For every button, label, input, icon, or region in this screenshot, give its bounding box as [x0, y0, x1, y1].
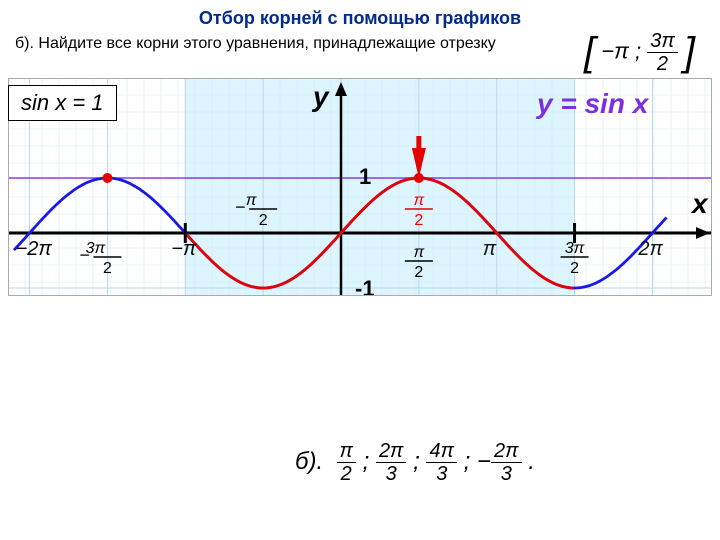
answer-line: б). π2 ; 2π3 ; 4π3 ; −2π3 . [295, 440, 535, 485]
equation-box: sin x = 1 [8, 85, 117, 121]
page-title: Отбор корней с помощью графиков [0, 0, 720, 29]
interval-bracket: [ −π ; 3π2 ] [584, 30, 695, 75]
